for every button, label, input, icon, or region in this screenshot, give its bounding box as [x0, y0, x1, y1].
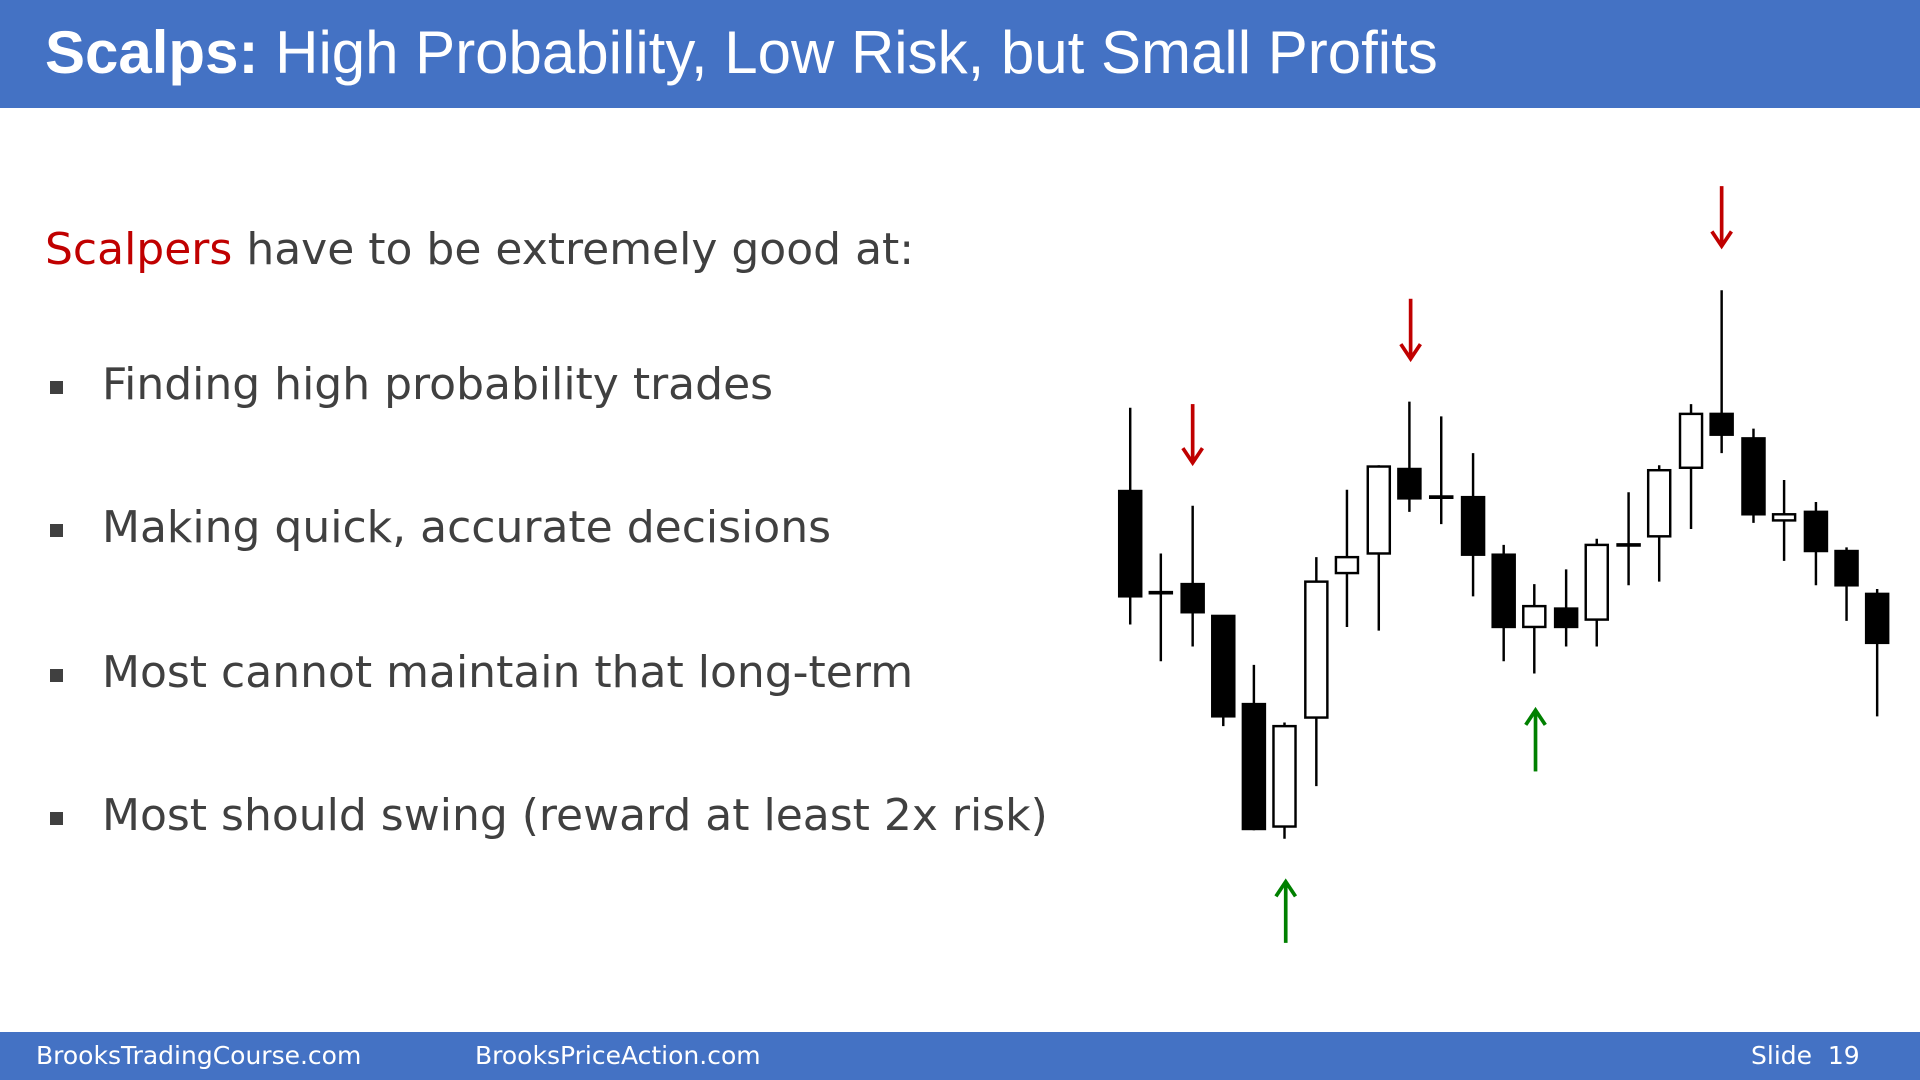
bullet-text: Finding high probability trades	[102, 359, 774, 410]
candle-body	[1709, 412, 1734, 436]
candle-body	[1584, 543, 1609, 621]
bullet-marker	[50, 669, 63, 682]
bullet-marker	[50, 381, 63, 394]
intro-text: have to be extremely good at:	[246, 224, 915, 275]
candle-body	[1646, 468, 1672, 538]
candle-body	[1491, 553, 1516, 629]
candle-body	[1180, 582, 1205, 614]
arrow-head	[1181, 447, 1204, 467]
candlestick-illustration	[1117, 186, 1890, 943]
candles	[1117, 186, 1890, 943]
intro: Scalpers have to be extremely good at:	[45, 224, 914, 275]
candle-body	[1272, 724, 1297, 828]
candle-body	[1304, 580, 1329, 719]
candle-body	[1741, 437, 1766, 516]
candle-body	[1803, 510, 1829, 553]
bullet-text: Most cannot maintain that long-term	[102, 647, 914, 698]
arrow-head	[1399, 343, 1422, 363]
candle-body	[1397, 467, 1422, 500]
title-rest: High Probability, Low Risk, but Small Pr…	[275, 19, 1438, 86]
arrow-head	[1710, 230, 1733, 250]
footer-left: BrooksTradingCourse.com	[36, 1041, 362, 1070]
candle-body	[1241, 702, 1267, 831]
arrow-head	[1274, 878, 1298, 898]
candle-body	[1553, 607, 1579, 629]
bullet-text: Making quick, accurate decisions	[102, 502, 832, 553]
candle-body	[1334, 555, 1360, 575]
footer-middle: BrooksPriceAction.com	[475, 1041, 761, 1070]
candle-body	[1460, 495, 1486, 556]
footer-bar: BrooksTradingCourse.com BrooksPriceActio…	[0, 1032, 1920, 1080]
candle-body	[1834, 549, 1859, 587]
title: Scalps: High Probability, Low Risk, but …	[45, 18, 1438, 87]
candle-body	[1211, 614, 1236, 718]
candle-body	[1522, 604, 1547, 629]
candle-body	[1864, 592, 1890, 645]
intro-highlight: Scalpers	[45, 224, 233, 275]
title-bold: Scalps:	[45, 19, 259, 86]
bullet-marker	[50, 524, 63, 537]
candle-body	[1678, 412, 1704, 469]
bullet-text: Most should swing (reward at least 2x ri…	[102, 790, 1048, 841]
header-bar: Scalps: High Probability, Low Risk, but …	[0, 0, 1920, 108]
candle-body	[1366, 465, 1392, 555]
bullet-marker	[50, 812, 63, 825]
candle-body	[1117, 489, 1143, 598]
arrow-head	[1524, 706, 1547, 726]
candle-body	[1771, 513, 1797, 522]
slide-number: Slide 19	[1751, 1041, 1860, 1070]
